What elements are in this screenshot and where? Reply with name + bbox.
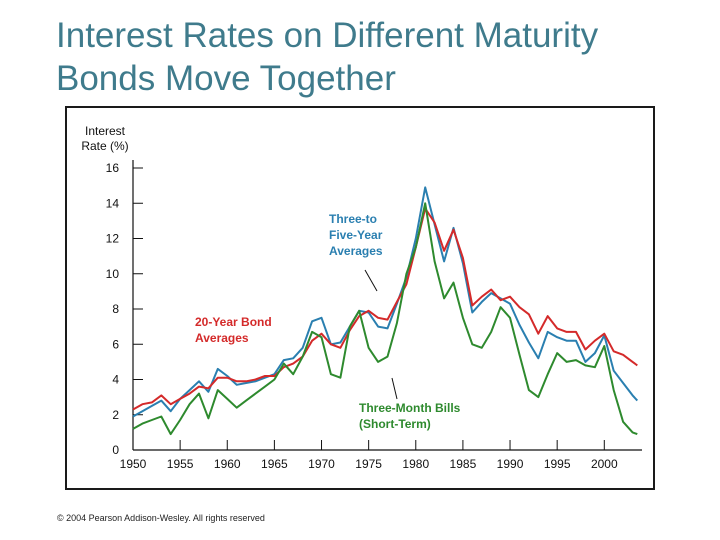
x-tick-label: 1950 <box>120 457 147 471</box>
copyright-notice: © 2004 Pearson Addison-Wesley. All right… <box>57 513 265 523</box>
x-tick-label: 1965 <box>261 457 288 471</box>
chart-frame: Interest Rate (%) 0 2 4 6 8 10 12 14 16 1950 1955 1… <box>65 106 655 490</box>
x-tick-label: 1960 <box>214 457 241 471</box>
x-tick-label: 1985 <box>450 457 477 471</box>
y-tick-label: 8 <box>112 302 119 316</box>
chart-annotations: Three-to Five-Year Averages 20-Year Bond Ave… <box>195 212 461 431</box>
slide-title-line-2: Bonds Move Together <box>56 59 396 98</box>
annotation-20y-line: Averages <box>195 331 249 345</box>
slide-title: Interest Rates on Different Maturity Bon… <box>56 14 696 100</box>
x-tick-label: 1980 <box>402 457 429 471</box>
annotation-3m-line: (Short-Term) <box>359 417 431 431</box>
x-tick-label: 2000 <box>591 457 618 471</box>
x-tick-label: 1990 <box>497 457 524 471</box>
series-line-20y <box>132 207 638 411</box>
annotation-20y-line: 20-Year Bond <box>195 315 272 329</box>
series-line-3to5 <box>132 186 639 418</box>
annotation-3to5-line: Three-to <box>329 212 377 226</box>
y-tick-label: 12 <box>106 232 120 246</box>
annotation-3to5-line: Five-Year <box>329 228 383 242</box>
axis-ticks: 0 2 4 6 8 10 12 14 16 1950 1955 1960 1965 1970 1975 198… <box>106 161 618 471</box>
y-tick-label: 10 <box>106 267 120 281</box>
annotation-pointer <box>391 377 398 400</box>
y-tick-label: 0 <box>112 443 119 457</box>
annotation-3to5-line: Averages <box>329 244 383 258</box>
annotation-pointer <box>364 269 378 292</box>
series-line-3m <box>132 202 638 436</box>
y-tick-label: 2 <box>112 408 119 422</box>
y-axis-label-line-2: Rate (%) <box>81 139 128 153</box>
interest-rate-chart: Interest Rate (%) 0 2 4 6 8 10 12 14 16 1950 1955 1… <box>81 124 642 471</box>
y-axis-label-line-1: Interest <box>85 124 126 138</box>
x-tick-label: 1995 <box>544 457 571 471</box>
y-tick-label: 4 <box>112 373 119 387</box>
series-lines <box>132 186 639 436</box>
y-tick-label: 6 <box>112 337 119 351</box>
x-tick-label: 1955 <box>167 457 194 471</box>
annotation-3m-line: Three-Month Bills <box>359 401 461 415</box>
y-tick-label: 16 <box>106 161 120 175</box>
slide-title-line-1: Interest Rates on Different Maturity <box>56 16 599 55</box>
x-tick-label: 1970 <box>308 457 335 471</box>
y-tick-label: 14 <box>106 196 120 210</box>
x-tick-label: 1975 <box>355 457 382 471</box>
